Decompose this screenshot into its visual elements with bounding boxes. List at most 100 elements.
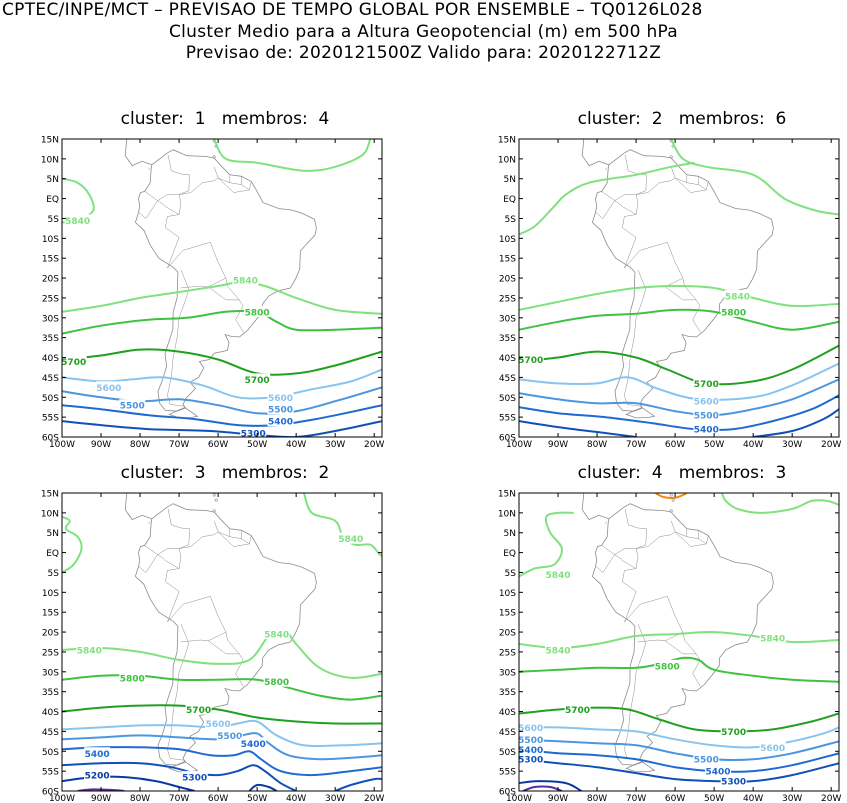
lat-tick-label: 5S bbox=[505, 569, 517, 579]
country-border bbox=[241, 181, 252, 191]
contour-label-bg bbox=[62, 355, 87, 367]
lon-tick-label: 80W bbox=[587, 440, 607, 450]
country-border bbox=[622, 531, 676, 623]
contour-label-bg bbox=[64, 214, 91, 226]
contour-line bbox=[519, 511, 574, 578]
central-america-coast bbox=[549, 493, 609, 521]
contour-line bbox=[720, 493, 839, 514]
lat-tick-label: 15S bbox=[42, 255, 59, 265]
contour-label: 5400 bbox=[694, 426, 719, 436]
lon-tick-label: 70W bbox=[169, 440, 189, 450]
country-border bbox=[674, 177, 707, 193]
lat-tick-label: 30S bbox=[499, 314, 516, 324]
country-border bbox=[167, 624, 190, 761]
lon-tick-label: 90W bbox=[548, 440, 568, 450]
contour-line bbox=[62, 368, 382, 400]
lat-tick-label: 45S bbox=[42, 374, 59, 384]
island bbox=[669, 493, 673, 497]
coastline bbox=[591, 503, 774, 766]
contour-label-bg bbox=[267, 391, 294, 403]
lat-tick-label: EQ bbox=[503, 549, 516, 559]
contour-line bbox=[303, 493, 382, 558]
country-border bbox=[686, 176, 699, 185]
lat-tick-label: 30S bbox=[42, 314, 59, 324]
country-border bbox=[675, 174, 688, 184]
contour-label: 5840 bbox=[65, 217, 90, 227]
contour-label: 5800 bbox=[245, 308, 270, 318]
contour-label-bg bbox=[267, 415, 294, 427]
contour-label: 5700 bbox=[694, 380, 719, 390]
map-frame bbox=[61, 492, 383, 792]
contour-label: 5700 bbox=[61, 358, 86, 368]
lat-tick-label: 20S bbox=[499, 275, 516, 285]
main-title: CPTEC/INPE/MCT – PREVISAO DE TEMPO GLOBA… bbox=[2, 0, 703, 20]
lon-tick-label: 100W bbox=[49, 440, 75, 450]
lat-tick-label: 10N bbox=[41, 509, 59, 519]
lat-tick-label: 60S bbox=[499, 434, 516, 444]
lat-tick-label: 20S bbox=[42, 275, 59, 285]
subtitle-variable: Cluster Medio para a Altura Geopotencial… bbox=[168, 22, 679, 42]
contour-label: 5800 bbox=[655, 662, 680, 672]
contour-label-bg bbox=[720, 305, 747, 317]
panel-title: cluster: 4 membros: 3 bbox=[578, 463, 787, 483]
contour-label-bg bbox=[564, 703, 591, 715]
contour-label: 5840 bbox=[338, 535, 363, 545]
lat-tick-label: 35S bbox=[42, 688, 59, 698]
lat-tick-label: 45S bbox=[499, 728, 516, 738]
lat-tick-label: 10N bbox=[498, 509, 516, 519]
contour-label-bg bbox=[205, 717, 232, 729]
country-border bbox=[218, 174, 231, 184]
panel-title: cluster: 2 membros: 6 bbox=[578, 109, 787, 129]
island bbox=[212, 509, 216, 513]
contour-label: 5400 bbox=[85, 750, 110, 760]
contour-label-bg bbox=[519, 721, 544, 733]
contour-label-bg bbox=[84, 747, 111, 759]
contour-label: 5400 bbox=[268, 418, 293, 428]
contour-label: 5500 bbox=[268, 406, 293, 416]
contour-label: 5500 bbox=[694, 756, 719, 766]
lat-tick-label: 50S bbox=[499, 394, 516, 404]
contour-label-bg bbox=[119, 399, 146, 411]
lon-tick-label: 30W bbox=[325, 794, 345, 803]
lon-tick-label: 100W bbox=[49, 794, 75, 803]
contour-label: 5840 bbox=[760, 635, 785, 645]
lat-tick-label: 15S bbox=[499, 255, 516, 265]
lon-tick-label: 50W bbox=[247, 794, 267, 803]
country-border bbox=[670, 166, 676, 178]
island bbox=[671, 498, 675, 502]
contour-line bbox=[334, 777, 382, 791]
contour-line bbox=[62, 761, 297, 791]
country-border bbox=[217, 531, 250, 547]
contour-line bbox=[519, 362, 839, 401]
lon-tick-label: 90W bbox=[548, 794, 568, 803]
coastline bbox=[134, 503, 317, 766]
panel-title: cluster: 3 membros: 2 bbox=[121, 463, 330, 483]
contour-line bbox=[62, 280, 382, 315]
lat-tick-label: 5S bbox=[48, 215, 60, 225]
map-frame bbox=[518, 138, 840, 438]
contour-label-bg bbox=[216, 729, 243, 741]
lat-tick-label: 60S bbox=[42, 788, 59, 798]
coastline bbox=[134, 149, 317, 412]
map-panel-3: cluster: 3 membros: 2 5840 5840 5840 5800 580… bbox=[41, 463, 385, 803]
lat-tick-label: 45S bbox=[499, 374, 516, 384]
lat-tick-label: 25S bbox=[42, 648, 59, 658]
lat-tick-label: EQ bbox=[503, 195, 516, 205]
lon-tick-label: 80W bbox=[130, 794, 150, 803]
contour-label-bg bbox=[693, 423, 720, 435]
contour-line bbox=[62, 420, 382, 437]
lat-tick-label: 40S bbox=[42, 354, 59, 364]
contour-line bbox=[519, 738, 839, 761]
lon-tick-label: 70W bbox=[626, 794, 646, 803]
contour-label: 5600 bbox=[206, 720, 231, 730]
contour-label: 5400 bbox=[241, 740, 266, 750]
contour-label: 5840 bbox=[77, 646, 102, 656]
central-america-coast bbox=[92, 139, 152, 167]
contour-label: 5500 bbox=[120, 402, 145, 412]
panel-title: cluster: 1 membros: 4 bbox=[121, 109, 330, 129]
lat-tick-label: 60S bbox=[42, 434, 59, 444]
lon-tick-label: 70W bbox=[169, 794, 189, 803]
map-frame bbox=[518, 492, 840, 792]
contour-label: 5700 bbox=[565, 706, 590, 716]
lat-tick-label: 40S bbox=[499, 354, 516, 364]
